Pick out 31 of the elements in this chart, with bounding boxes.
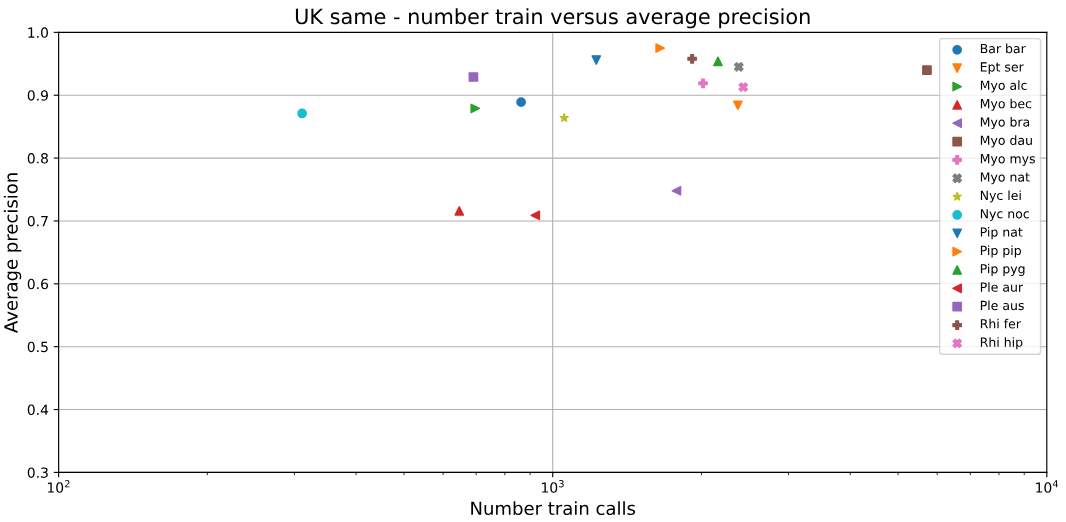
legend-label: Rhi fer: [980, 318, 1021, 329]
y-tick-label: 0.5: [27, 341, 48, 353]
y-tick-label: 0.9: [27, 90, 48, 101]
legend-label: Rhi hip: [980, 337, 1023, 350]
y-tick-label: 0.3: [27, 467, 48, 478]
legend-label: Myo dau: [980, 135, 1032, 148]
chart-title: UK same - number train versus average precision: [295, 8, 810, 29]
legend-label: Nyc noc: [980, 209, 1029, 221]
legend-label: Myo bra: [980, 117, 1030, 130]
x-tick-label: 10$^{2}$: [47, 480, 70, 493]
y-tick-label: 0.7: [27, 215, 48, 227]
x-tick-label: 10$^{3}$: [542, 480, 564, 493]
legend-label: Bar bar: [980, 43, 1026, 54]
y-tick-label: 0.6: [27, 278, 49, 290]
y-tick-label: 1.0: [28, 27, 48, 38]
legend-label: Pip pyg: [980, 263, 1025, 276]
legend-label: Ple aur: [980, 282, 1024, 292]
y-tick-label: 0.4: [27, 404, 49, 416]
legend-label: Myo alc: [980, 80, 1027, 93]
x-axis-title: Number train calls: [471, 501, 636, 516]
legend-label: Nyc lei: [980, 190, 1021, 203]
legend-label: Ple aus: [980, 300, 1024, 311]
legend-label: Myo bec: [980, 98, 1032, 111]
legend-label: Pip nat: [980, 227, 1023, 240]
legend-label: Pip pip: [980, 245, 1021, 258]
y-tick-label: 0.8: [27, 153, 48, 164]
x-tick-label: 10$^{4}$: [1036, 480, 1059, 493]
legend-label: Ept ser: [980, 62, 1024, 75]
y-axis-title: Average precision: [3, 173, 22, 333]
legend-label: Myo nat: [980, 172, 1030, 185]
legend-label: Myo mys: [980, 154, 1035, 166]
